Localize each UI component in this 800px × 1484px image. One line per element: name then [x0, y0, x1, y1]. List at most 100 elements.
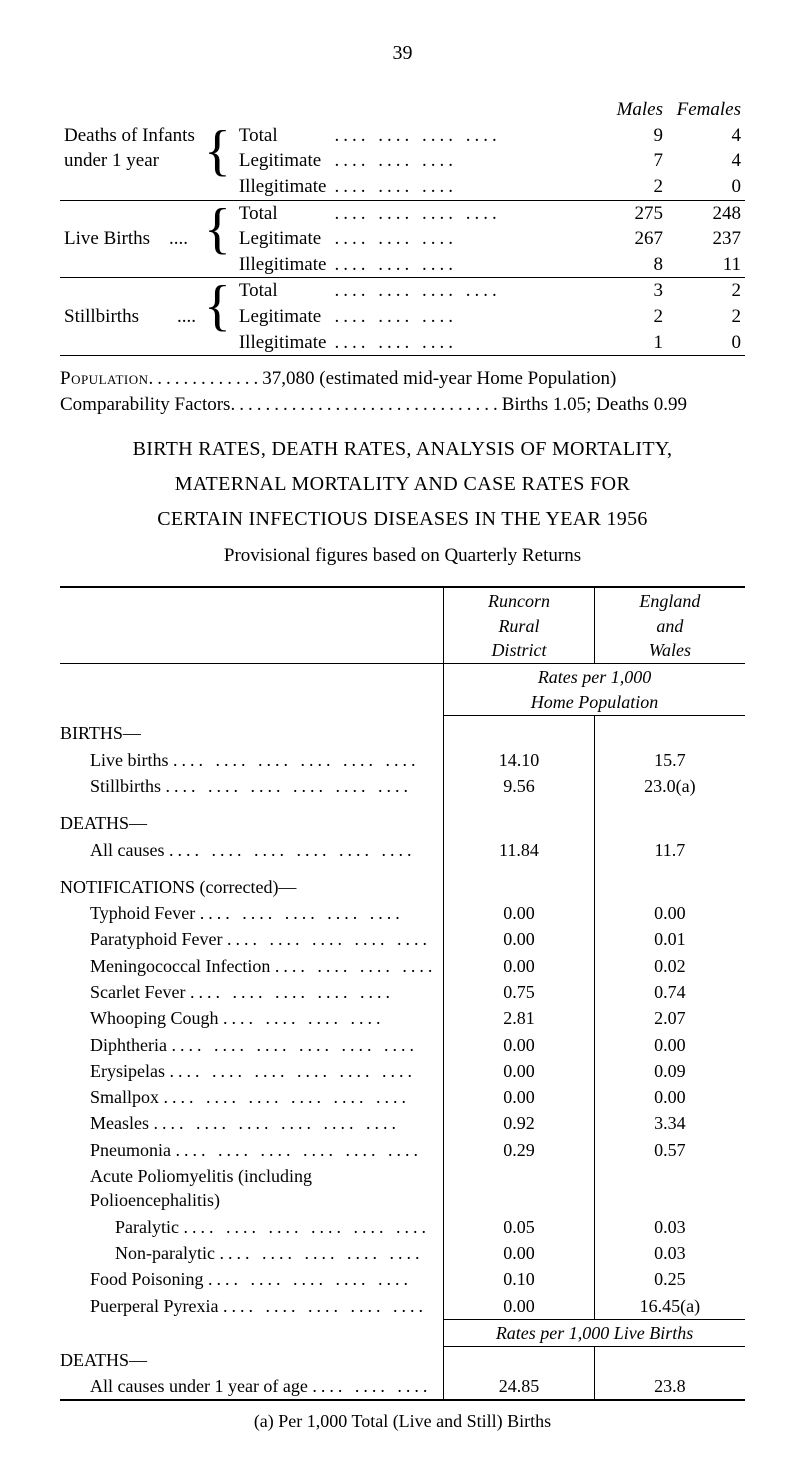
page-number: 39 — [60, 40, 745, 67]
val1: 0.10 — [444, 1266, 595, 1292]
val2: 23.8 — [594, 1373, 745, 1400]
val1: 0.75 — [444, 979, 595, 1005]
row-label: Acute Poliomyelitis (including Polioence… — [60, 1163, 444, 1214]
summary-group: Deaths of Infants under 1 year { Total .… — [60, 123, 745, 200]
val1: 0.00 — [444, 900, 595, 926]
val2: 0.00 — [594, 1084, 745, 1110]
row-label: Scarlet Fever .... .... .... .... .... — [60, 979, 444, 1005]
heading-line: CERTAIN INFECTIOUS DISEASES IN THE YEAR … — [60, 506, 745, 533]
females-cell: 2 — [667, 278, 745, 304]
rates-table: Runcorn Rural District England and Wales… — [60, 586, 745, 1401]
page: 39 Males Females Deaths of Infants under… — [0, 0, 800, 1484]
females-cell: 248 — [667, 200, 745, 226]
headings: BIRTH RATES, DEATH RATES, ANALYSIS OF MO… — [60, 436, 745, 569]
val1: 9.56 — [444, 773, 595, 799]
leader-dots: .... .... .... — [330, 252, 589, 278]
males-cell: 7 — [589, 148, 667, 174]
row-label: Puerperal Pyrexia .... .... .... .... ..… — [60, 1293, 444, 1320]
subhead-homepop: Rates per 1,000 Home Population — [444, 664, 745, 716]
group-label-line: Live Births — [64, 228, 150, 249]
row-label: Meningococcal Infection .... .... .... .… — [60, 953, 444, 979]
row-label: Total — [235, 278, 331, 304]
blank-cell — [444, 863, 595, 900]
males-cell: 1 — [589, 330, 667, 356]
row-label: Measles .... .... .... .... .... .... — [60, 1110, 444, 1136]
population-value: 37,080 (estimated mid-year Home Populati… — [262, 368, 616, 389]
row-label: Diphtheria .... .... .... .... .... .... — [60, 1032, 444, 1058]
blank-header — [200, 97, 235, 123]
row-label: Typhoid Fever .... .... .... .... .... — [60, 900, 444, 926]
val2: 0.01 — [594, 926, 745, 952]
val1: 24.85 — [444, 1373, 595, 1400]
row-label: Total — [235, 200, 331, 226]
heading-sub: Provisional figures based on Quarterly R… — [60, 543, 745, 569]
blank-cell — [594, 1347, 745, 1373]
val2: 0.57 — [594, 1137, 745, 1163]
blank-header — [330, 97, 589, 123]
row-label: Legitimate — [235, 148, 331, 174]
leader-dots: .... .... .... .... — [330, 123, 589, 149]
leader-dots: .... .... .... — [330, 226, 589, 252]
leader-dots: .... .... .... — [330, 174, 589, 200]
val1: 0.29 — [444, 1137, 595, 1163]
val2: 0.03 — [594, 1240, 745, 1266]
males-cell: 2 — [589, 174, 667, 200]
summary-group: Stillbirths .... { Total .... .... .... … — [60, 278, 745, 356]
subhead-livebirths: Rates per 1,000 Live Births — [444, 1319, 745, 1346]
females-cell: 11 — [667, 252, 745, 278]
row-label: Legitimate — [235, 226, 331, 252]
val1: 0.05 — [444, 1214, 595, 1240]
group-label-line: Deaths of Infants — [64, 125, 195, 146]
blank-cell — [60, 664, 444, 716]
row-label: Whooping Cough .... .... .... .... — [60, 1005, 444, 1031]
blank-cell — [60, 1319, 444, 1346]
females-cell: 0 — [667, 330, 745, 356]
brace-icon: { — [200, 278, 235, 356]
leader-dots: .... .... .... — [330, 330, 589, 356]
val1: 14.10 — [444, 747, 595, 773]
brace-icon: { — [200, 200, 235, 278]
row-label: Legitimate — [235, 304, 331, 330]
val1: 2.81 — [444, 1005, 595, 1031]
col2-header: England and Wales — [594, 587, 745, 663]
leader-dots: .... .... .... .... — [330, 200, 589, 226]
summary-table: Males Females Deaths of Infants under 1 … — [60, 97, 745, 356]
val2: 0.25 — [594, 1266, 745, 1292]
males-cell: 9 — [589, 123, 667, 149]
val1: 0.00 — [444, 926, 595, 952]
row-label: Illegitimate — [235, 174, 331, 200]
comparability-value: Births 1.05; Deaths 0.99 — [502, 394, 687, 415]
val2: 0.09 — [594, 1058, 745, 1084]
row-label: All causes under 1 year of age .... ....… — [60, 1373, 444, 1400]
row-label: Paratyphoid Fever .... .... .... .... ..… — [60, 926, 444, 952]
val1: 0.00 — [444, 1084, 595, 1110]
group-label-line: under 1 year — [64, 150, 159, 171]
blank-cell — [594, 715, 745, 746]
val2: 0.02 — [594, 953, 745, 979]
blank-header — [60, 97, 200, 123]
section-label: NOTIFICATIONS (corrected)— — [60, 863, 444, 900]
val2: 0.03 — [594, 1214, 745, 1240]
row-label: Total — [235, 123, 331, 149]
row-label: Erysipelas .... .... .... .... .... .... — [60, 1058, 444, 1084]
val1: 0.00 — [444, 953, 595, 979]
col-header-line: District — [491, 640, 546, 660]
val1: 11.84 — [444, 837, 595, 863]
blank-cell — [594, 863, 745, 900]
blank-cell — [444, 1347, 595, 1373]
row-label: Pneumonia .... .... .... .... .... .... — [60, 1137, 444, 1163]
col-header-males: Males — [589, 97, 667, 123]
leader-dots: .... .... .... — [330, 148, 589, 174]
stub-header — [60, 587, 444, 663]
blank-header — [235, 97, 331, 123]
females-cell: 4 — [667, 148, 745, 174]
col-header-line: Runcorn — [488, 591, 550, 611]
group-label: Live Births .... — [60, 200, 200, 278]
col-header-females: Females — [667, 97, 745, 123]
val1: 0.00 — [444, 1032, 595, 1058]
row-label: Paralytic .... .... .... .... .... .... — [60, 1214, 444, 1240]
group-label-line: Stillbirths — [64, 306, 139, 327]
heading-line: MATERNAL MORTALITY AND CASE RATES FOR — [60, 471, 745, 498]
row-label: Illegitimate — [235, 252, 331, 278]
row-label: Live births .... .... .... .... .... ...… — [60, 747, 444, 773]
